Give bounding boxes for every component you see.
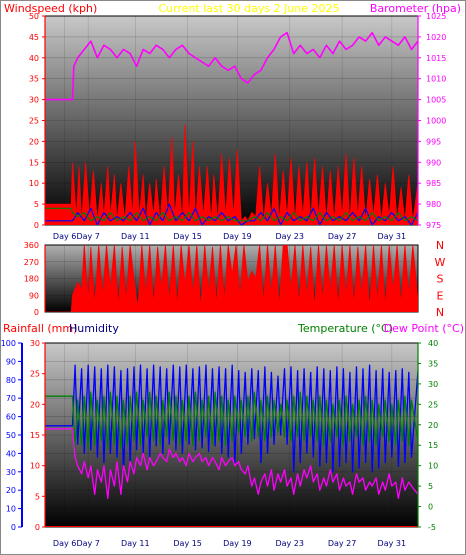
temperature-tick-label: 25 bbox=[428, 400, 438, 409]
barometer-tick-label: 985 bbox=[426, 179, 441, 188]
wind-direction-series bbox=[45, 245, 418, 312]
temperature-tick-label: 30 bbox=[428, 380, 438, 389]
wind-tick-label: 25 bbox=[29, 117, 39, 126]
barometer-series bbox=[45, 31, 418, 101]
wind-tick-label: 45 bbox=[29, 33, 39, 42]
wind-tick-label: 30 bbox=[29, 96, 39, 105]
panel-1-axes: 0510152025303540455097598098599099510001… bbox=[29, 12, 447, 241]
humidity-tick-label: 80 bbox=[6, 376, 16, 385]
dew-point-axis-label: Dew Point (°C) bbox=[384, 322, 464, 335]
rainfall-tick-label: 30 bbox=[30, 339, 40, 348]
barometer-tick-label: 995 bbox=[426, 137, 441, 146]
temperature-tick-label: -5 bbox=[428, 523, 436, 532]
compass-label: N bbox=[436, 306, 444, 319]
panel-1-series bbox=[45, 31, 418, 225]
x-tick-label: Day 15 bbox=[173, 232, 202, 241]
compass-label: W bbox=[435, 256, 446, 269]
wind-tick-label: 50 bbox=[29, 12, 39, 21]
temperature-tick-label: 40 bbox=[428, 339, 438, 348]
x-tick-label: Day 27 bbox=[328, 232, 357, 241]
x-tick-label: Day 31 bbox=[378, 539, 407, 548]
barometer-tick-label: 1000 bbox=[426, 117, 446, 126]
barometer-tick-label: 990 bbox=[426, 158, 441, 167]
direction-degree-label: 360 bbox=[24, 241, 39, 250]
humidity-tick-label: 20 bbox=[6, 486, 16, 495]
chart-title: Current last 30 days 2 June 2025 bbox=[158, 2, 339, 15]
x-tick-label: Day 31 bbox=[378, 232, 407, 241]
humidity-tick-label: 70 bbox=[6, 394, 16, 403]
barometer-axis-label: Barometer (hpa) bbox=[370, 2, 461, 15]
rainfall-tick-label: 0 bbox=[35, 523, 40, 532]
x-tick-label: Day 23 bbox=[275, 232, 304, 241]
x-tick-label: Day 19 bbox=[223, 539, 252, 548]
barometer-tick-label: 975 bbox=[426, 221, 441, 230]
rainfall-axis-label: Rainfall (mm) bbox=[3, 322, 77, 335]
barometer-tick-label: 1020 bbox=[426, 33, 446, 42]
wind-tick-label: 15 bbox=[29, 158, 39, 167]
humidity-series bbox=[45, 364, 418, 473]
rainfall-tick-label: 5 bbox=[35, 492, 40, 501]
wind-tick-label: 5 bbox=[34, 200, 39, 209]
wind-tick-label: 10 bbox=[29, 179, 39, 188]
barometer-tick-label: 1025 bbox=[426, 12, 446, 21]
humidity-tick-label: 90 bbox=[6, 357, 16, 366]
humidity-tick-label: 10 bbox=[6, 505, 16, 514]
wind-average-series bbox=[45, 207, 418, 222]
barometer-tick-label: 980 bbox=[426, 200, 441, 209]
rainfall-tick-label: 15 bbox=[30, 431, 40, 440]
compass-label: E bbox=[437, 289, 444, 302]
temperature-tick-label: 0 bbox=[428, 503, 433, 512]
temperature-tick-label: 20 bbox=[428, 421, 438, 430]
humidity-tick-label: 100 bbox=[1, 339, 16, 348]
temperature-tick-label: 15 bbox=[428, 441, 438, 450]
barometer-tick-label: 1015 bbox=[426, 54, 446, 63]
compass-label: N bbox=[436, 239, 444, 252]
panel-3-series bbox=[45, 364, 418, 527]
temperature-axis-label: Temperature (°C) bbox=[297, 322, 393, 335]
panel-3-axes: 0 10 20 30 40 50 60 70 80 90 100 0 5 10 15 20 25 30 -5 0 5 10… bbox=[1, 339, 438, 548]
x-tick-label: Day 19 bbox=[223, 232, 252, 241]
temperature-tick-label: 35 bbox=[428, 359, 438, 368]
x-tick-label: Day 6 bbox=[53, 539, 76, 548]
panel-2-axes: 0 N 90 E 180 S 270 W 360 N bbox=[24, 239, 446, 319]
x-tick-label: Day 23 bbox=[275, 539, 304, 548]
x-tick-label: Day 7 bbox=[76, 539, 99, 548]
wind-tick-label: 0 bbox=[34, 221, 39, 230]
dew-point-series bbox=[45, 428, 418, 500]
x-tick-label: Day 27 bbox=[328, 539, 357, 548]
barometer-tick-label: 1005 bbox=[426, 96, 446, 105]
humidity-tick-label: 60 bbox=[6, 413, 16, 422]
humidity-tick-label: 40 bbox=[6, 449, 16, 458]
direction-degree-label: 270 bbox=[24, 258, 39, 267]
temperature-tick-label: 10 bbox=[428, 462, 438, 471]
x-tick-label: Day 11 bbox=[121, 539, 150, 548]
x-tick-label: Day 7 bbox=[76, 232, 99, 241]
panel-2-series bbox=[45, 245, 418, 312]
direction-degree-label: 0 bbox=[34, 308, 39, 317]
windspeed-series bbox=[45, 124, 418, 225]
wind-speed-axis-label: Windspeed (kph) bbox=[4, 2, 97, 15]
barometer-tick-label: 1010 bbox=[426, 75, 446, 84]
temperature-series bbox=[45, 391, 418, 450]
rainfall-tick-label: 20 bbox=[30, 400, 40, 409]
wind-tick-label: 35 bbox=[29, 75, 39, 84]
humidity-tick-label: 50 bbox=[6, 431, 16, 440]
wind-tick-label: 20 bbox=[29, 137, 39, 146]
x-tick-label: Day 11 bbox=[121, 232, 150, 241]
rainfall-tick-label: 10 bbox=[30, 462, 40, 471]
direction-degree-label: 90 bbox=[29, 291, 39, 300]
humidity-axis-label: Humidity bbox=[69, 322, 119, 335]
direction-degree-label: 180 bbox=[24, 275, 39, 284]
temperature-tick-label: 5 bbox=[428, 482, 433, 491]
humidity-tick-label: 30 bbox=[6, 468, 16, 477]
humidity-tick-label: 0 bbox=[11, 523, 16, 532]
x-tick-label: Day 6 bbox=[53, 232, 76, 241]
wind-gust-low-series bbox=[45, 203, 418, 225]
x-tick-label: Day 15 bbox=[173, 539, 202, 548]
compass-label: S bbox=[437, 273, 444, 286]
rainfall-tick-label: 25 bbox=[30, 370, 40, 379]
wind-tick-label: 40 bbox=[29, 54, 39, 63]
